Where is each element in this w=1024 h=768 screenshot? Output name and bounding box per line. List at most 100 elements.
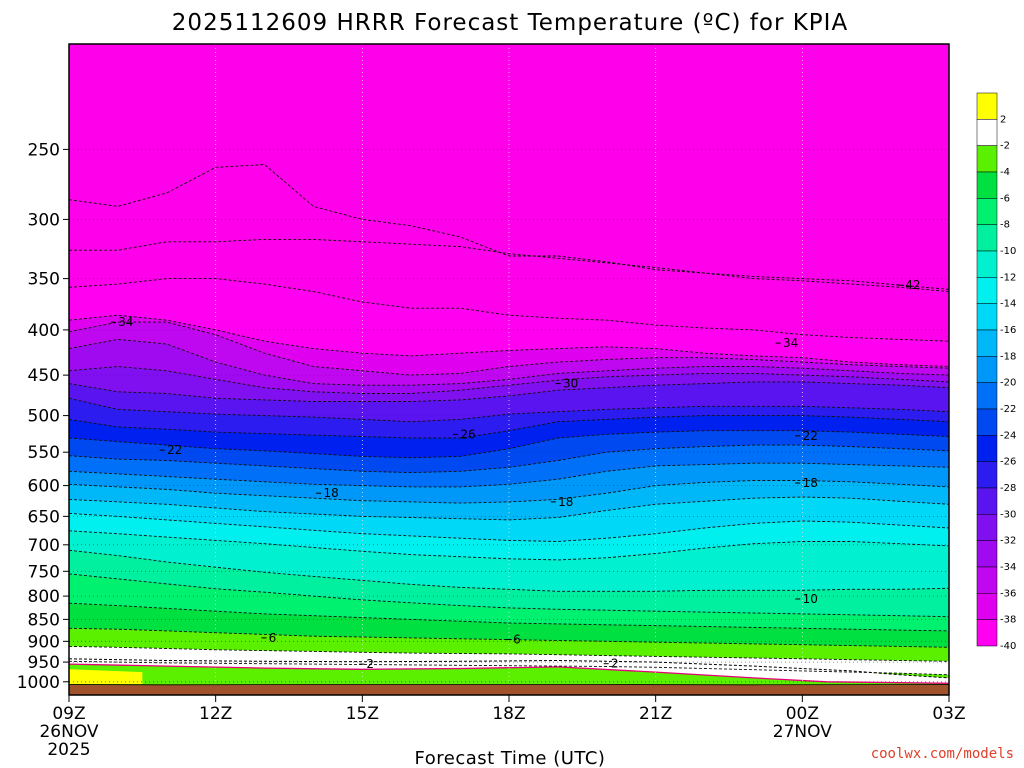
legend-swatch [976,277,998,304]
isotherm-line [69,480,949,504]
y-axis-tick-label: 300 [28,210,60,230]
isotherm-line [69,238,949,290]
contour-label: 26 [460,427,475,441]
legend-label: -22 [1000,404,1016,415]
x-axis-tick-label: 18Z [492,704,525,724]
y-axis-tick-label: 750 [28,562,60,582]
isotherm-line [69,415,949,439]
y-axis-tick-label: 850 [28,610,60,630]
legend-swatch [976,198,998,225]
legend-label: -36 [1000,588,1016,599]
isotherm-line [69,573,949,618]
isotherm-line [69,338,949,386]
legend-swatch [976,145,998,173]
contour-label: 30 [563,377,578,391]
y-axis-tick-label: 450 [28,366,60,386]
legend-swatch [976,487,998,515]
legend-label: -30 [1000,509,1016,520]
contour-label: 18 [558,495,573,509]
contour-label: 22 [803,429,818,443]
legend-swatch [976,224,998,252]
credit-text: coolwx.com/models [871,746,1014,762]
y-axis-tick-label: 650 [28,507,60,527]
isotherm-line [69,530,949,561]
contour-label: 2 [366,657,374,671]
legend-label: -16 [1000,325,1016,336]
y-axis-tick-label: 950 [28,653,60,673]
legend-swatch [976,540,998,568]
isotherm-line [69,381,949,402]
isotherm-line [69,645,949,662]
legend-swatch [976,171,998,199]
x-axis-tick-label: 09Z [52,704,85,724]
legend-label: -24 [1000,430,1016,441]
isotherm-contours [69,164,949,676]
y-axis-tick-label: 900 [28,632,60,652]
legend-label: -40 [1000,641,1016,652]
y-axis-tick-label: 400 [28,321,60,341]
y-axis-tick-label: 800 [28,587,60,607]
x-axis-tick-label: 03Z [932,704,965,724]
y-axis-tick-label: 250 [28,140,60,160]
isotherm-line [69,660,949,676]
legend-swatch [976,356,998,383]
y-axis-tick-label: 700 [28,536,60,556]
legend-label: -18 [1000,351,1016,362]
legend-swatch [976,303,998,331]
x-axis-label: Forecast Time (UTC) [415,748,606,768]
legend-label: -26 [1000,457,1016,468]
legend-swatch [976,514,998,541]
ground-layer [69,684,949,695]
legend-label: -28 [1000,483,1016,494]
x-axis-tick-label: 12Z [199,704,232,724]
warm-layer-fill [69,658,949,684]
isotherm-line [69,278,949,342]
legend-label: -20 [1000,378,1016,389]
x-axis-year-label: 2025 [47,740,90,760]
isotherm-line [69,549,949,592]
isotherm-line [69,496,949,521]
legend-label: -32 [1000,536,1016,547]
isotherm-line [69,366,949,394]
ground-fill [69,684,949,695]
contour-label: 2 [611,657,619,671]
contour-label: 6 [269,631,277,645]
x-axis-date-label: 26NOV [39,722,98,742]
legend-swatch [976,119,998,146]
isotherm-line [69,462,949,488]
warm-layer [69,658,949,685]
legend-swatch [976,619,998,647]
y-axis-tick-label: 1000 [17,673,60,693]
isotherm-line [69,602,949,632]
contour-label: 18 [323,486,338,500]
isotherm-line [69,444,949,474]
legend-swatch [976,566,998,594]
x-axis-tick-label: 21Z [639,704,672,724]
legend-label: -14 [1000,299,1016,310]
legend-label: -12 [1000,272,1016,283]
isotherm-line [69,430,949,459]
legend-label: -8 [1000,220,1010,231]
y-axis-tick-label: 600 [28,477,60,497]
legend-swatch [976,329,998,357]
isotherm-line [69,512,949,542]
legend-swatch [976,250,998,278]
contour-label: 34 [118,315,133,329]
x-axis-tick-label: 15Z [346,704,379,724]
chart-title: 2025112609 HRRR Forecast Temperature (ºC… [172,10,848,36]
warm-surface-sliver [69,669,143,685]
legend-label: -10 [1000,246,1016,257]
warm-layer-freezing-line [69,663,949,684]
contour-label: 34 [783,336,798,350]
y-axis-tick-label: 350 [28,270,60,290]
contour-label: 22 [167,443,182,457]
contour-label: 42 [905,278,920,292]
grid-lines [69,44,949,695]
color-legend: 2 -2 -4 -6 -8 -10 -12 -14 -16 -18 -20 -22 -24 -26 -28 -… [976,92,1016,652]
y-axis-tick-label: 500 [28,407,60,427]
legend-swatch [976,382,998,410]
isotherm-line [69,321,949,376]
